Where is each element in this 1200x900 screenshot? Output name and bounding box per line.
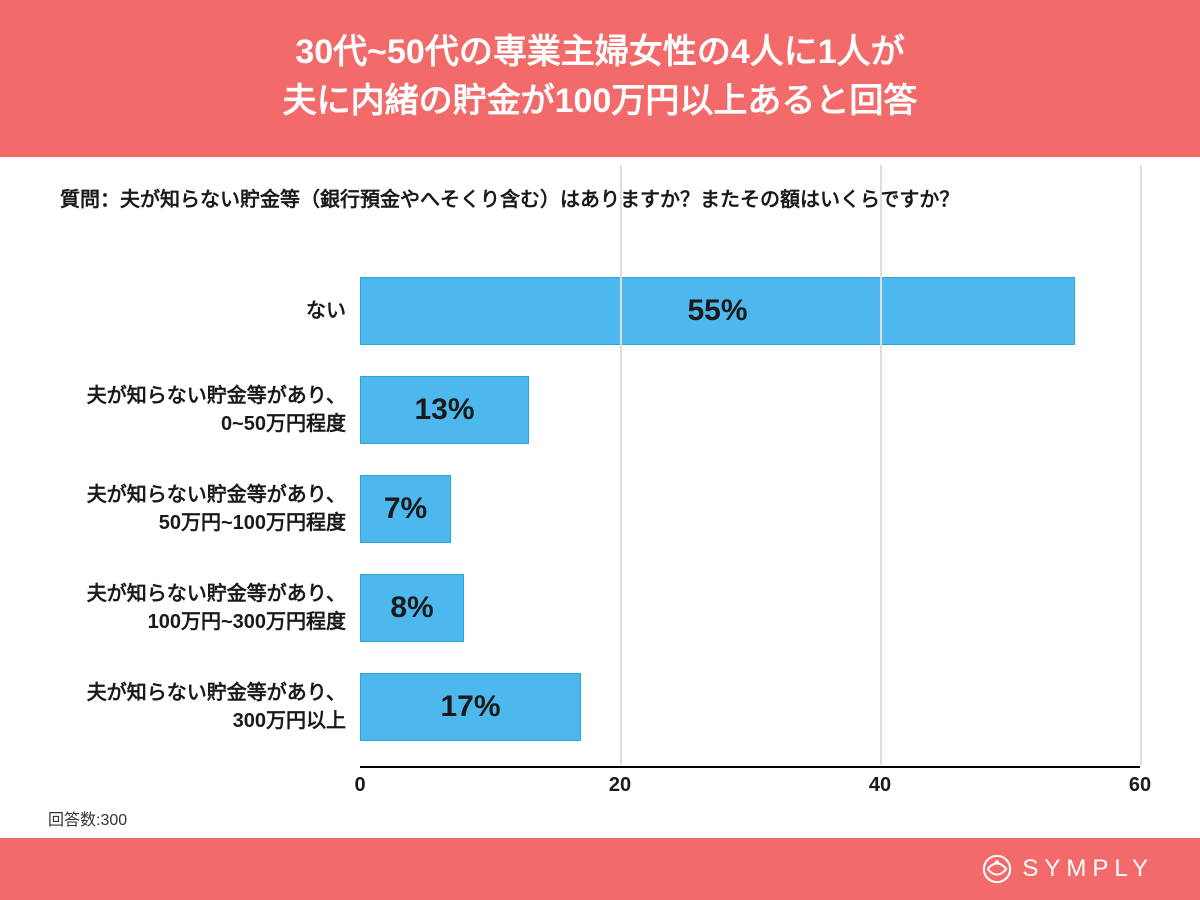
table-row: 夫が知らない貯金等があり、0~50万円程度13% — [60, 368, 1140, 452]
x-tick-label: 60 — [1129, 774, 1151, 797]
category-label-line: 300万円以上 — [60, 707, 346, 735]
bar-track: 8% — [360, 566, 1140, 650]
bar-track: 17% — [360, 665, 1140, 749]
x-tick-label: 40 — [869, 774, 891, 797]
header-line-1: 30代~50代の専業主婦女性の4人に1人が — [20, 28, 1180, 77]
category-label-line: 夫が知らない貯金等があり、 — [60, 679, 346, 707]
bar-track: 55% — [360, 269, 1140, 353]
survey-question: 質問：夫が知らない貯金等（銀行預金やへそくり含む）はありますか？またその額はいく… — [0, 157, 1200, 222]
bar-track: 13% — [360, 368, 1140, 452]
bar-value-label: 55% — [361, 294, 1074, 328]
x-tick-label: 20 — [609, 774, 631, 797]
respondent-count: 回答数:300 — [0, 806, 1200, 838]
table-row: 夫が知らない貯金等があり、100万円~300万円程度8% — [60, 566, 1140, 650]
header-line-2: 夫に内緒の貯金が100万円以上あると回答 — [20, 77, 1180, 126]
bar-value-label: 17% — [361, 690, 580, 724]
axis-plot: 0204060 — [360, 766, 1140, 806]
bar-track: 7% — [360, 467, 1140, 551]
table-row: 夫が知らない貯金等があり、300万円以上17% — [60, 665, 1140, 749]
axis-line — [360, 766, 1140, 768]
category-label: 夫が知らない貯金等があり、300万円以上 — [60, 679, 360, 735]
symply-logo-icon — [982, 854, 1012, 884]
category-label: 夫が知らない貯金等があり、0~50万円程度 — [60, 382, 360, 438]
bar-chart: ない55%夫が知らない貯金等があり、0~50万円程度13%夫が知らない貯金等があ… — [0, 222, 1200, 806]
category-label: 夫が知らない貯金等があり、50万円~100万円程度 — [60, 481, 360, 537]
bar: 13% — [360, 376, 529, 444]
x-tick-label: 0 — [354, 774, 365, 797]
header-banner: 30代~50代の専業主婦女性の4人に1人が 夫に内緒の貯金が100万円以上あると… — [0, 0, 1200, 157]
bar-value-label: 13% — [361, 393, 528, 427]
category-label-line: 0~50万円程度 — [60, 410, 346, 438]
bar-value-label: 7% — [361, 492, 450, 526]
category-label-line: 夫が知らない貯金等があり、 — [60, 382, 346, 410]
gridline — [1140, 165, 1142, 765]
footer-bar: SYMPLY — [0, 838, 1200, 900]
chart-rows: ない55%夫が知らない貯金等があり、0~50万円程度13%夫が知らない貯金等があ… — [60, 242, 1140, 766]
category-label-line: 50万円~100万円程度 — [60, 509, 346, 537]
bar: 8% — [360, 574, 464, 642]
gridline — [880, 165, 882, 765]
x-axis: 0204060 — [60, 766, 1140, 806]
category-label-line: 100万円~300万円程度 — [60, 608, 346, 636]
bar-value-label: 8% — [361, 591, 463, 625]
bar: 17% — [360, 673, 581, 741]
bar: 7% — [360, 475, 451, 543]
category-label-line: ない — [60, 297, 346, 325]
category-label: 夫が知らない貯金等があり、100万円~300万円程度 — [60, 580, 360, 636]
bar: 55% — [360, 277, 1075, 345]
category-label-line: 夫が知らない貯金等があり、 — [60, 580, 346, 608]
brand-name: SYMPLY — [1022, 855, 1154, 883]
table-row: 夫が知らない貯金等があり、50万円~100万円程度7% — [60, 467, 1140, 551]
gridline — [620, 165, 622, 765]
axis-spacer — [60, 766, 360, 806]
category-label-line: 夫が知らない貯金等があり、 — [60, 481, 346, 509]
table-row: ない 55% — [60, 269, 1140, 353]
category-label: ない — [60, 297, 360, 325]
